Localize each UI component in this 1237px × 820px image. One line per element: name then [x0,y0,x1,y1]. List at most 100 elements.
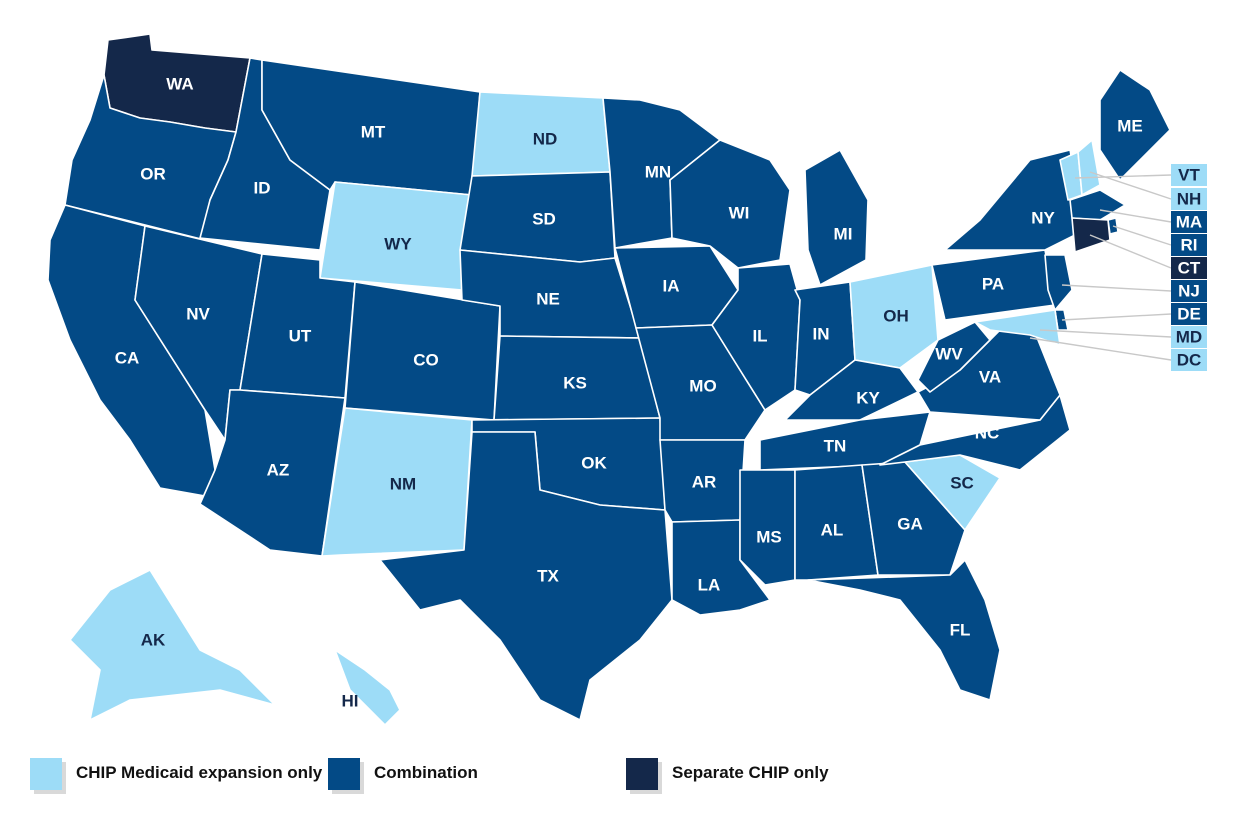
state-label-il: IL [752,327,767,346]
state-shapes [47,33,1171,726]
state-label-mt: MT [361,123,386,142]
state-label-id: ID [254,179,271,198]
state-nh [1077,139,1101,196]
legend-label: Combination [374,763,478,782]
callout-box-ri [1171,234,1207,256]
state-mi [804,149,869,286]
callout-label-vt: VT [1178,166,1200,185]
leader-line-de [1061,313,1172,321]
callout-box-dc [1171,349,1207,371]
state-label-az: AZ [267,461,290,480]
legend: CHIP Medicaid expansion only Combination… [0,748,1237,820]
legend-item-combination: Combination [328,758,624,790]
callout-label-dc: DC [1177,351,1202,370]
state-nm [321,407,473,557]
state-label-sc: SC [950,474,974,493]
state-tx [379,431,673,721]
state-label-fl: FL [950,621,971,640]
state-label-wi: WI [729,204,750,223]
state-label-al: AL [821,521,844,540]
callout-label-nh: NH [1177,190,1202,209]
state-az [199,389,346,557]
state-label-ok: OK [581,454,607,473]
leader-line-vt [1074,174,1172,179]
state-oh [849,264,939,369]
leader-line-ct [1089,234,1172,269]
state-label-mo: MO [689,377,716,396]
state-label-ak: AK [141,631,166,650]
legend-swatch-expansion [30,758,62,790]
callout-box-nj [1171,280,1207,302]
state-label-tx: TX [537,567,559,586]
callout-box-md [1171,326,1207,348]
state-label-or: OR [140,165,166,184]
callout-leaders [1029,171,1172,361]
state-nj [1044,254,1073,311]
state-label-mn: MN [645,163,671,182]
state-labels: WA OR CA ID NV MT WY UT AZ CO NM ND SD NE KS OK TX MN IA MO… [115,75,1143,711]
state-label-ut: UT [289,327,312,346]
state-label-sd: SD [532,210,556,229]
state-label-nc: NC [975,424,1000,443]
callout-label-ct: CT [1178,259,1201,278]
state-label-ny: NY [1031,209,1055,228]
state-label-ms: MS [756,528,782,547]
state-label-me: ME [1117,117,1143,136]
legend-swatch-separate [626,758,658,790]
state-label-va: VA [979,368,1001,387]
callout-box-ct [1171,257,1207,279]
legend-item-expansion: CHIP Medicaid expansion only [30,758,326,790]
state-callouts: VT NH MA RI CT NJ DE MD DC [1171,164,1207,371]
callout-box-vt [1171,164,1207,186]
leader-line-ma [1099,209,1172,223]
callout-label-md: MD [1176,328,1202,347]
state-label-ne: NE [536,290,560,309]
state-label-co: CO [413,351,439,370]
callout-label-de: DE [1177,305,1201,324]
us-chip-map: VT NH MA RI CT NJ DE MD DC WA OR CA ID NV MT WY UT AZ CO N… [47,33,1207,726]
state-me [1099,69,1171,181]
state-label-mi: MI [834,225,853,244]
state-al [794,464,879,581]
leader-line-nj [1061,284,1172,292]
state-label-ga: GA [897,515,923,534]
state-label-wa: WA [166,75,193,94]
state-fl [807,559,1001,701]
state-label-oh: OH [883,307,909,326]
state-label-nv: NV [186,305,210,324]
state-ak [69,569,276,721]
leader-line-dc [1029,337,1172,361]
state-label-pa: PA [982,275,1004,294]
callout-box-ma [1171,211,1207,233]
callout-box-nh [1171,188,1207,210]
state-hi [334,649,401,726]
legend-label: Separate CHIP only [672,763,829,782]
state-label-nd: ND [533,130,558,149]
state-label-ia: IA [663,277,680,296]
leader-line-nh [1089,171,1172,200]
state-label-tn: TN [824,437,847,456]
state-label-nm: NM [390,475,416,494]
state-ms [739,469,796,586]
callout-label-nj: NJ [1178,282,1200,301]
state-ny [944,149,1086,251]
state-nc [879,394,1071,471]
callout-label-ma: MA [1176,213,1202,232]
state-label-hi: HI [342,692,359,711]
state-label-ar: AR [692,473,717,492]
state-wi [669,139,791,269]
state-label-la: LA [698,576,721,595]
state-label-ca: CA [115,349,140,368]
state-label-wv: WV [935,345,963,364]
legend-swatch-combination [328,758,360,790]
leader-line-md [1039,329,1172,338]
leader-line-ri [1112,225,1172,246]
state-il [711,263,801,411]
callout-box-de [1171,303,1207,325]
state-label-ks: KS [563,374,587,393]
state-label-wy: WY [384,235,412,254]
legend-label: CHIP Medicaid expansion only [76,763,323,782]
callout-label-ri: RI [1181,236,1198,255]
state-label-in: IN [813,325,830,344]
state-label-ky: KY [856,389,880,408]
